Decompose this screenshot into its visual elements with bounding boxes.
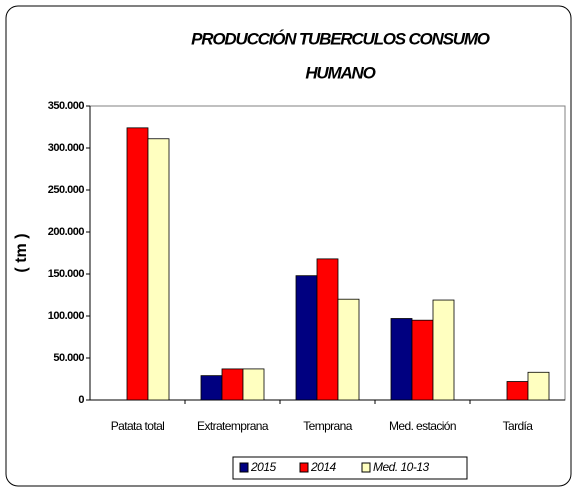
y-tick-label: 100.000 — [48, 310, 85, 322]
legend — [232, 456, 468, 480]
bar — [527, 371, 550, 401]
y-tick-label: 0 — [78, 394, 84, 406]
bar — [411, 319, 434, 401]
y-tick-label: 200.000 — [48, 226, 85, 238]
legend-label: 2015 — [250, 460, 277, 474]
x-tick-label: Tardía — [503, 419, 534, 433]
bar — [390, 318, 413, 401]
bar — [506, 381, 529, 401]
bar — [200, 375, 223, 401]
y-tick-label: 50.000 — [53, 352, 84, 364]
legend-label: 2014 — [310, 460, 337, 474]
chart-title: HUMANO — [305, 63, 375, 82]
y-tick-label: 350.000 — [48, 100, 85, 112]
legend-swatch — [239, 462, 249, 473]
legend-swatch — [299, 462, 309, 473]
bar — [337, 298, 360, 401]
x-tick-label: Patata total — [111, 419, 165, 433]
x-tick-label: Med. estación — [389, 419, 456, 433]
bar — [316, 258, 339, 401]
bar — [126, 127, 149, 401]
legend-label: Med. 10-13 — [373, 460, 430, 474]
chart-title: PRODUCCIÓN TUBERCULOS CONSUMO — [191, 29, 490, 48]
bar — [432, 299, 455, 401]
bar — [147, 138, 170, 401]
x-tick-label: Extratemprana — [197, 419, 269, 433]
y-axis-label: ( tm ) — [13, 233, 30, 272]
legend-swatch — [361, 462, 371, 473]
bar — [221, 368, 244, 401]
bar — [295, 275, 318, 401]
x-tick-label: Temprana — [303, 419, 352, 433]
y-tick-label: 250.000 — [48, 184, 85, 196]
bar — [242, 368, 265, 401]
y-tick-label: 300.000 — [48, 142, 85, 154]
y-tick-label: 150.000 — [48, 268, 85, 280]
